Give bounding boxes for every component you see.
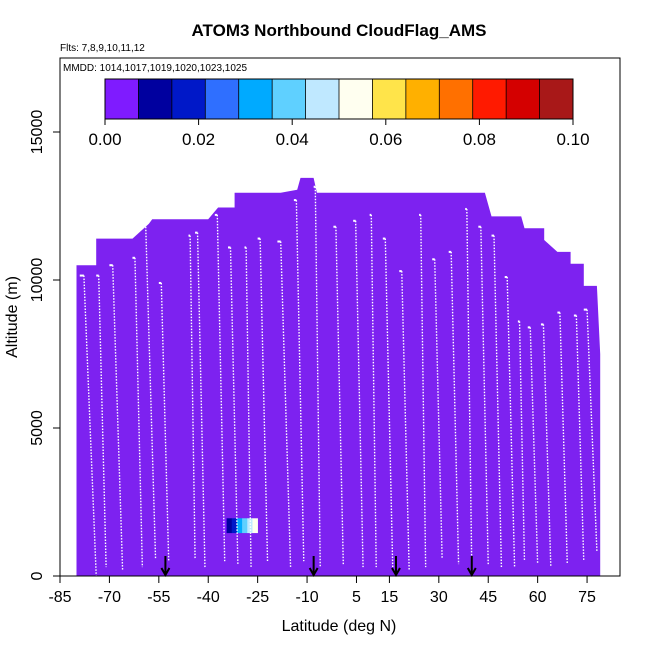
marker-arrow-head [308,567,319,578]
flight-track-profile [314,186,321,568]
y-tick-label: 0 [29,571,46,580]
colorbar-frame [104,78,574,120]
flight-track-profile [384,238,394,568]
y-tick-label: 5000 [29,410,46,446]
flight-track-profile [450,251,460,565]
marker-arrow-head [160,567,171,578]
plot-frame [59,57,621,577]
anomaly-cell [231,518,238,534]
anomaly-cell [221,518,227,534]
anomaly-cell [247,518,253,534]
colorbar-swatch [138,79,173,119]
colorbar-tick-label: 0.04 [276,130,309,149]
flight-track-profile [160,282,170,562]
x-tick-label: 5 [352,589,361,606]
y-axis-label: Altitude (m) [4,276,21,358]
flight-track-profile [134,257,144,568]
x-tick-label: -25 [246,589,269,606]
colorbar-swatch [506,79,540,119]
x-tick-label: -55 [147,589,170,606]
flight-track-profile [506,277,516,568]
colorbar-swatch [439,79,474,119]
colorbar-tick-label: 0.10 [556,130,589,149]
colorbar-swatch [238,79,273,119]
colorbar-tick-label: 0.00 [88,130,121,149]
flight-track-profile [434,259,443,559]
x-tick-label: 75 [578,589,596,606]
colorbar-swatch [472,79,507,119]
flight-track-profile [245,247,252,568]
flight-track-profile [335,226,344,565]
x-tick-label: 45 [479,589,497,606]
flight-track-profile [529,327,539,565]
dates-note: MMDD: 1014,1017,1019,1020,1023,1025 [63,63,247,74]
flight-track-profile [542,324,552,568]
colorbar-tick-label: 0.08 [463,130,496,149]
colorbar-tick-label: 0.02 [182,130,215,149]
y-tick-label: 10000 [29,258,46,303]
marker-arrow-head [466,567,477,578]
colorbar-swatch [305,79,340,119]
flight-track-profile [466,208,473,568]
colorbar-swatch [339,79,373,119]
colorbar-swatch [405,79,440,119]
y-tick-label: 15000 [29,110,46,155]
colorbar-swatch [205,79,240,119]
anomaly-cell [252,518,258,534]
y-axis: 0 5000 10000 15000 [29,110,60,580]
flight-track-profile [280,241,292,568]
marker-arrow-head [391,567,401,578]
flight-track-profile [518,321,526,562]
flight-track-profile [216,214,226,562]
colorbar-swatch [539,79,574,119]
x-tick-label: 30 [430,589,448,606]
colorbar-swatch [171,79,206,119]
flight-track-profile [401,271,410,571]
x-axis-label: Latitude (deg N) [282,618,397,635]
x-tick-label: -40 [197,589,220,606]
anomaly-cell [226,518,233,534]
x-tick-label: 60 [529,589,547,606]
flight-track-profile [295,200,305,562]
colorbar-swatch [105,79,139,119]
flight-track-profile [83,275,97,577]
x-tick-label: -10 [295,589,318,606]
flight-track-profile [229,247,239,565]
colorbar-swatch [372,79,407,119]
flight-track-profile [493,235,503,568]
flight-track-profile [480,226,489,565]
data-fill-region [76,177,601,576]
anomaly-cell [236,518,243,534]
flight-track-profile [98,275,107,568]
chart-title: ATOM3 Northbound CloudFlag_AMS [192,21,487,40]
x-tick-label: -70 [98,589,121,606]
colorbar: 0.00 0.02 0.04 0.06 0.08 0.10 [88,78,590,149]
flight-track-profile [586,309,598,553]
x-tick-label: 15 [381,589,399,606]
colorbar-tick-label: 0.06 [369,130,402,149]
flight-track-profile [354,220,364,568]
flight-track-profile [575,315,585,562]
flights-note: Flts: 7,8,9,10,11,12 [60,43,145,54]
x-axis: -85 -70 -55 -40 -25 -10 5 15 30 45 60 75 [48,576,596,606]
colorbar-swatch [272,79,306,119]
anomaly-cell [242,518,248,534]
x-tick-label: -85 [48,589,71,606]
plot-area [76,177,601,578]
